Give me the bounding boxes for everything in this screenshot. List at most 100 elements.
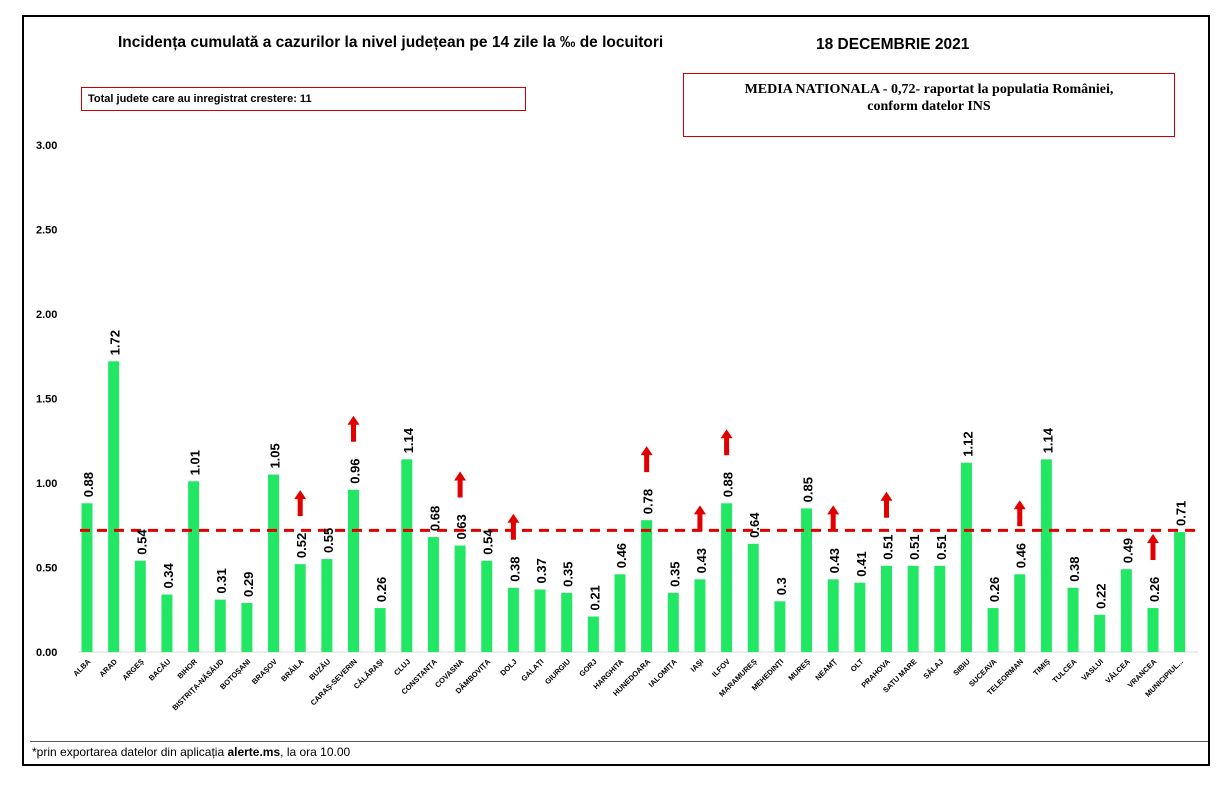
x-tick-label: BACĂU (147, 657, 173, 683)
data-label: 0.43 (694, 548, 709, 573)
data-label: 0.55 (321, 528, 336, 553)
data-label: 0.34 (161, 562, 176, 588)
increase-arrow (1147, 534, 1159, 561)
x-tick-label: SIBIU (951, 657, 972, 678)
bar (1147, 608, 1159, 652)
data-label: 0.37 (534, 558, 549, 583)
x-tick-label: ILFOV (710, 657, 732, 679)
data-label: 0.71 (1174, 501, 1189, 526)
data-label: 0.51 (907, 534, 922, 559)
increase-arrow (693, 505, 706, 532)
data-label: 0.35 (561, 562, 576, 587)
bar (641, 520, 653, 652)
x-tick-label: GALAȚI (519, 657, 545, 683)
bar (667, 592, 679, 652)
increase-arrow (880, 491, 893, 518)
x-tick-label: IAȘI (689, 657, 706, 674)
data-label: 0.68 (427, 506, 442, 531)
bar (161, 594, 173, 652)
data-label: 0.64 (747, 512, 762, 538)
bar (1014, 574, 1026, 652)
data-label: 0.46 (1014, 543, 1029, 568)
data-label: 0.51 (881, 534, 896, 559)
bar (108, 361, 120, 652)
bar (534, 589, 546, 652)
data-label: 1.14 (401, 427, 416, 453)
data-label: 0.22 (1094, 584, 1109, 609)
bar (81, 503, 93, 652)
footnote-suffix: , la ora 10.00 (280, 745, 351, 759)
x-tick-label: CARAȘ-SEVERIN (309, 657, 359, 707)
footnote-prefix: *prin exportarea datelor din aplicația (32, 745, 228, 759)
bar (827, 579, 839, 652)
chart-title: Incidența cumulată a cazurilor la nivel … (118, 34, 664, 51)
data-label: 0.21 (587, 585, 602, 610)
x-tick-label: GORJ (577, 657, 598, 678)
x-tick-label: BUZĂU (307, 657, 332, 682)
data-label: 0.78 (641, 489, 656, 514)
bar (614, 574, 626, 652)
x-tick-label: BIHOR (176, 657, 200, 681)
y-tick-label: 1.50 (36, 394, 57, 406)
data-label: 0.46 (614, 543, 629, 568)
x-tick-label: SĂLAJ (921, 657, 945, 681)
x-tick-label: TIMIȘ (1031, 657, 1052, 678)
bar (214, 599, 226, 652)
x-tick-label: IALOMIȚA (647, 657, 679, 689)
footnote-app-name: alerte.ms (227, 745, 281, 759)
bar (507, 587, 519, 652)
data-label: 1.72 (108, 330, 123, 355)
data-label: 0.38 (507, 556, 522, 581)
data-label: 0.3 (774, 577, 789, 595)
data-label: 0.29 (241, 572, 256, 597)
bar (294, 564, 306, 652)
data-label: 0.26 (987, 577, 1002, 602)
data-label: 0.85 (801, 477, 816, 502)
bar (1094, 614, 1106, 652)
data-label: 1.01 (188, 450, 203, 475)
bar (1174, 532, 1186, 652)
data-label: 1.14 (1040, 427, 1055, 453)
y-tick-label: 3.00 (36, 140, 57, 152)
data-label: 0.52 (294, 533, 309, 558)
bar (854, 582, 866, 652)
national-average-line2: conform datelor INS (867, 99, 991, 114)
y-tick-label: 2.50 (36, 225, 57, 237)
x-tick-label: DOLJ (498, 657, 519, 678)
bar (960, 462, 972, 652)
bar (881, 565, 892, 652)
bar (427, 537, 439, 652)
data-label: 0.54 (481, 529, 496, 555)
data-label: 0.41 (854, 551, 869, 576)
data-label: 0.88 (721, 472, 736, 497)
data-label: 0.26 (374, 577, 389, 602)
data-label: 0.26 (1147, 577, 1162, 602)
y-tick-label: 2.00 (36, 309, 57, 321)
bar (188, 481, 200, 652)
data-label: 0.88 (81, 472, 96, 497)
data-label: 0.96 (348, 458, 363, 483)
increase-arrow (1013, 500, 1026, 527)
data-label: 0.35 (667, 562, 682, 587)
x-tick-label: CLUJ (392, 657, 412, 677)
data-label: 0.43 (827, 548, 842, 573)
bar (454, 545, 466, 652)
bar (907, 565, 919, 652)
data-label: 0.54 (134, 529, 149, 555)
x-tick-label: MUREȘ (786, 657, 812, 683)
bar (374, 608, 386, 652)
bar (268, 474, 280, 652)
x-tick-label: OLT (849, 657, 866, 674)
x-tick-label: NEAMȚ (813, 657, 839, 683)
bar (321, 559, 333, 652)
x-tick-label: BRĂILA (279, 657, 306, 684)
x-tick-label: VASLUI (1080, 657, 1105, 682)
increase-arrow (720, 429, 733, 456)
data-label: 0.31 (214, 568, 229, 593)
bar (747, 543, 759, 652)
x-tick-label: ALBA (71, 657, 93, 679)
data-label: 1.05 (268, 443, 283, 468)
y-tick-label: 0.50 (36, 563, 57, 575)
data-label: 1.12 (960, 431, 975, 456)
national-average-box: MEDIA NATIONALA - 0,72- raportat la popu… (683, 73, 1175, 137)
